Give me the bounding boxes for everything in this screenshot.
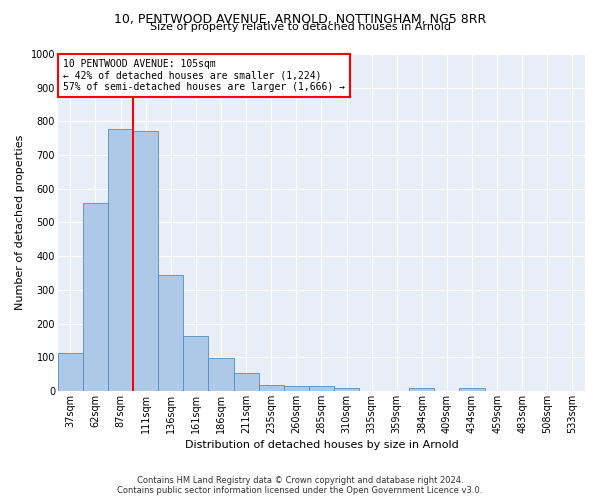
Bar [184,336,208,391]
Bar [83,203,108,391]
Text: 10 PENTWOOD AVENUE: 105sqm
← 42% of detached houses are smaller (1,224)
57% of s: 10 PENTWOOD AVENUE: 105sqm ← 42% of deta… [63,59,345,92]
Text: Contains HM Land Registry data © Crown copyright and database right 2024.
Contai: Contains HM Land Registry data © Crown c… [118,476,482,495]
Bar [158,276,184,391]
Bar [58,353,83,391]
Bar [233,374,259,391]
Bar [108,129,133,391]
Bar [259,385,284,391]
Bar [334,388,359,391]
Bar [133,132,158,391]
Bar [284,386,309,391]
Bar [409,388,434,391]
Text: Size of property relative to detached houses in Arnold: Size of property relative to detached ho… [149,22,451,32]
Bar [309,386,334,391]
Y-axis label: Number of detached properties: Number of detached properties [15,135,25,310]
Text: 10, PENTWOOD AVENUE, ARNOLD, NOTTINGHAM, NG5 8RR: 10, PENTWOOD AVENUE, ARNOLD, NOTTINGHAM,… [114,12,486,26]
Bar [208,358,233,391]
Bar [460,388,485,391]
X-axis label: Distribution of detached houses by size in Arnold: Distribution of detached houses by size … [185,440,458,450]
